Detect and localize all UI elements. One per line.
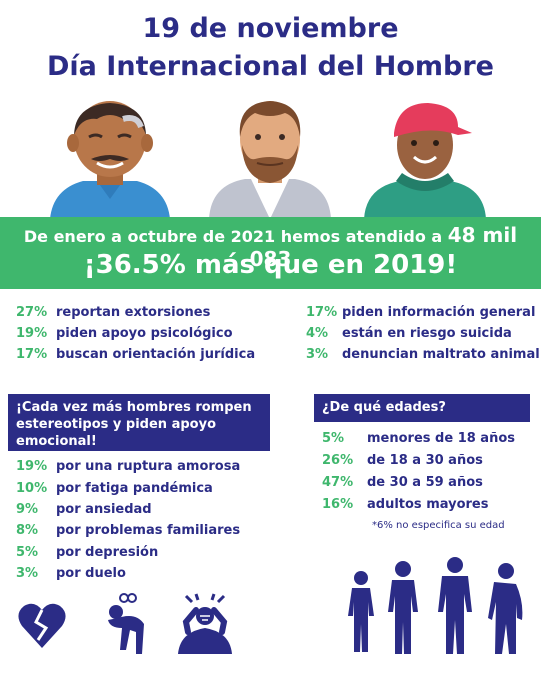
old-man-portrait — [50, 101, 170, 219]
stat-percent: 3% — [306, 347, 329, 362]
list-item: 4% están en riesgo suicida — [306, 323, 540, 344]
banner-prefix: De enero a octubre de 2021 hemos atendid… — [23, 227, 448, 246]
list-item: 19% por una ruptura amorosa — [16, 456, 240, 477]
stat-label: denuncian maltrato animal — [342, 347, 540, 362]
stat-percent: 9% — [16, 501, 39, 517]
stat-label: adultos mayores — [367, 496, 489, 512]
banner-line-1: De enero a octubre de 2021 hemos atendid… — [0, 223, 541, 271]
stat-percent: 3% — [16, 566, 39, 582]
list-item: 17% buscan orientación jurídica — [16, 344, 255, 365]
adult-silhouette-icon — [438, 557, 472, 654]
portraits — [0, 97, 541, 219]
young-adult-silhouette-icon — [388, 561, 418, 654]
stat-label: por problemas familiares — [56, 523, 241, 539]
tired-person-icon — [108, 593, 144, 654]
list-item: 16% adultos mayores — [322, 493, 515, 515]
stat-label: menores de 18 años — [367, 430, 516, 446]
stat-label: por ansiedad — [56, 501, 152, 517]
stat-label: piden apoyo psicológico — [56, 326, 233, 341]
page-title-line-1: 19 de noviembre — [142, 13, 399, 44]
stat-percent: 10% — [16, 480, 48, 496]
stat-label: piden información general — [342, 305, 536, 320]
stat-label: de 30 a 59 años — [367, 474, 483, 490]
list-item: 27% reportan extorsiones — [16, 302, 255, 323]
stat-percent: 26% — [322, 452, 354, 468]
stat-percent: 17% — [306, 305, 338, 320]
list-item: 8% por problemas familiares — [16, 520, 240, 541]
broken-heart-icon — [18, 603, 66, 648]
stat-label: por duelo — [56, 566, 126, 582]
stat-label: reportan extorsiones — [56, 305, 211, 320]
list-item: 17% piden información general — [306, 302, 540, 323]
reasons-list-right: 17% piden información general 4% están en … — [306, 302, 540, 365]
list-item: 9% por ansiedad — [16, 499, 240, 520]
young-man-cap-portrait — [364, 103, 486, 219]
list-item: 3% por duelo — [16, 563, 240, 584]
emotional-reasons-list: 19% por una ruptura amorosa 10% por fatiga… — [16, 456, 240, 584]
list-item: 19% piden apoyo psicológico — [16, 323, 255, 344]
banner-total: 48 mil 083 — [249, 223, 518, 271]
stat-label: por una ruptura amorosa — [56, 459, 241, 475]
stat-percent: 17% — [16, 347, 48, 362]
stat-percent: 19% — [16, 459, 48, 475]
highlight-banner: De enero a octubre de 2021 hemos atendid… — [0, 217, 541, 289]
reasons-list-left: 27% reportan extorsiones 19% piden apoyo p… — [16, 302, 255, 365]
list-item: 26% de 18 a 30 años — [322, 449, 515, 471]
stat-label: buscan orientación jurídica — [56, 347, 256, 362]
list-item: 47% de 30 a 59 años — [322, 471, 515, 493]
stat-percent: 5% — [322, 430, 345, 446]
stat-label: por fatiga pandémica — [56, 480, 213, 496]
stat-label: están en riesgo suicida — [342, 326, 512, 341]
list-item: 3% denuncian maltrato animal — [306, 344, 540, 365]
stat-label: de 18 a 30 años — [367, 452, 483, 468]
stat-percent: 27% — [16, 305, 48, 320]
page-title-line-2: Día Internacional del Hombre — [47, 51, 494, 82]
banner-line-2: ¡36.5% más que en 2019! — [83, 250, 458, 280]
list-item: 5% por depresión — [16, 542, 240, 563]
stat-percent: 8% — [16, 523, 39, 539]
bearded-man-portrait — [209, 101, 331, 219]
senior-silhouette-icon — [488, 563, 523, 654]
emotional-support-header: ¡Cada vez más hombres rompen estereotipo… — [8, 394, 270, 451]
stat-percent: 16% — [322, 496, 354, 512]
stat-label: por depresión — [56, 544, 159, 560]
ages-header: ¿De qué edades? — [314, 394, 530, 422]
stat-percent: 19% — [16, 326, 48, 341]
stat-percent: 5% — [16, 544, 39, 560]
list-item: 5% menores de 18 años — [322, 427, 515, 449]
stat-percent: 4% — [306, 326, 329, 341]
stressed-person-icon — [178, 593, 232, 654]
stat-percent: 47% — [322, 474, 354, 490]
child-silhouette-icon — [348, 571, 374, 652]
list-item: 10% por fatiga pandémica — [16, 477, 240, 498]
age-footnote: *6% no especifica su edad — [372, 520, 505, 531]
ages-list: 5% menores de 18 años 26% de 18 a 30 años … — [322, 427, 515, 515]
